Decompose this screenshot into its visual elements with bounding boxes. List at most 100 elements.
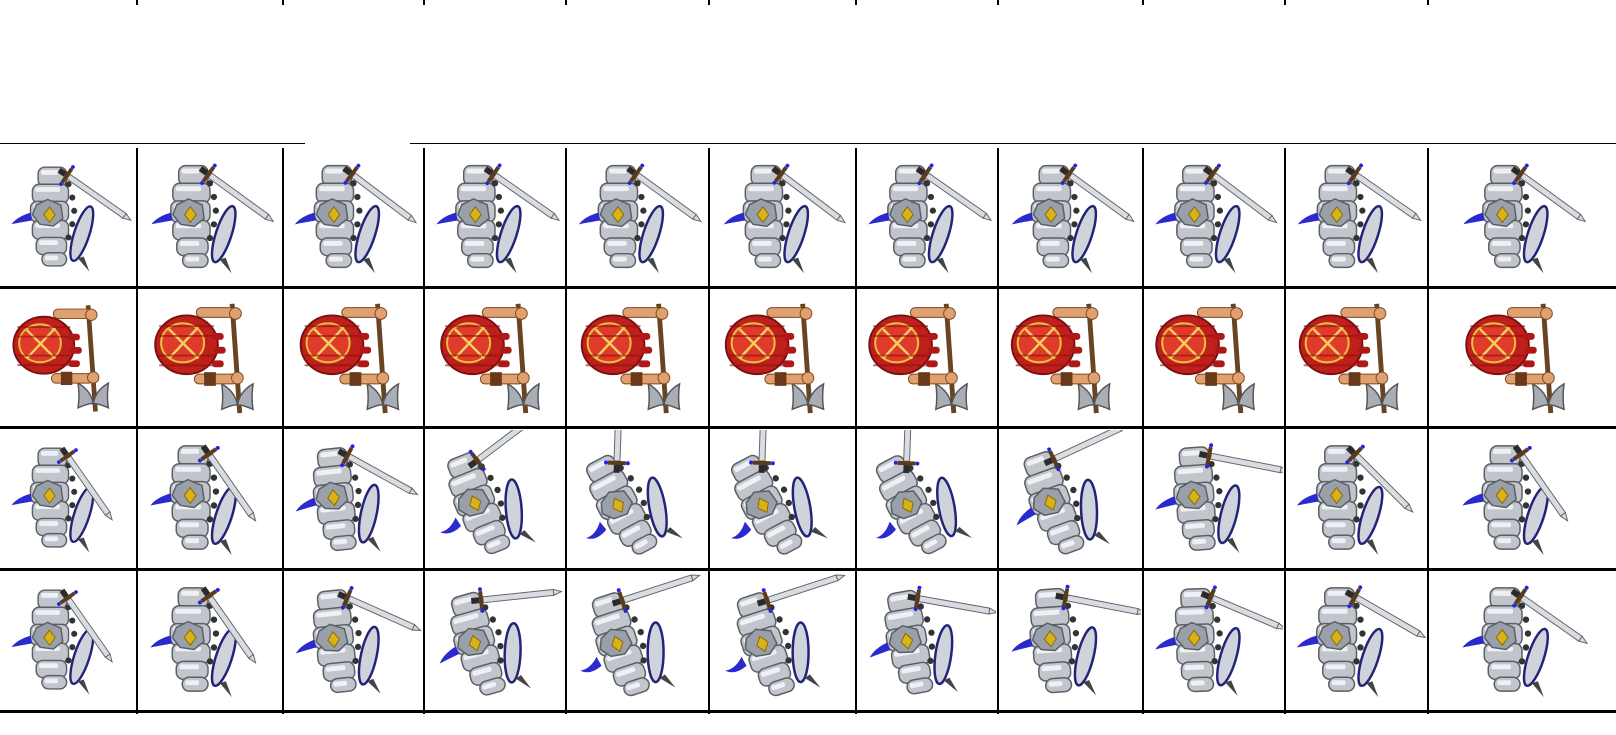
- sprite-frame-armored-knight-11: [1430, 430, 1614, 567]
- armored-knight-attack-lunge-sprite: [1296, 585, 1426, 698]
- column-divider: [1427, 148, 1429, 714]
- armored-knight-idle-sprite: [1297, 163, 1422, 274]
- sprite-frame-armored-knight-10: [1287, 572, 1426, 709]
- sprite-frame-red-barbarian-3: [285, 290, 422, 425]
- red-barbarian-walk-sprite: [724, 303, 825, 414]
- sprite-frame-armored-knight-8: [1000, 150, 1141, 285]
- column-divider: [997, 148, 999, 714]
- red-barbarian-walk-sprite: [1155, 303, 1256, 414]
- red-barbarian-walk-sprite: [1298, 303, 1399, 414]
- armored-knight-attack-swing-sprite: [440, 430, 538, 555]
- sprite-frame-armored-knight-4: [426, 430, 564, 567]
- sprite-frame-armored-knight-5: [568, 430, 707, 567]
- red-barbarian-walk-sprite: [580, 303, 681, 414]
- sprite-frame-red-barbarian-8: [1000, 290, 1141, 425]
- armored-knight-idle-sprite: [578, 163, 702, 274]
- column-divider: [423, 148, 425, 714]
- sprite-frame-armored-knight-4: [426, 150, 564, 285]
- sprite-frame-armored-knight-9: [1145, 150, 1283, 285]
- sprite-frame-armored-knight-6: [711, 150, 854, 285]
- armored-knight-attack-swing-sprite: [11, 446, 113, 553]
- armored-knight-attack-lunge-sprite: [439, 587, 563, 696]
- sprite-frame-armored-knight-1: [2, 150, 135, 285]
- column-divider: [1284, 148, 1286, 714]
- row-divider: [0, 426, 1616, 429]
- armored-knight-idle-sprite: [11, 165, 132, 272]
- top-tick: [136, 0, 138, 5]
- sprite-frame-armored-knight-3: [285, 572, 422, 709]
- sprite-frame-armored-knight-9: [1145, 572, 1283, 709]
- column-divider: [855, 148, 857, 714]
- column-divider: [708, 148, 710, 714]
- sprite-frame-armored-knight-8: [1000, 430, 1141, 567]
- sprite-frame-armored-knight-7: [858, 572, 996, 709]
- armored-knight-idle-sprite: [151, 163, 275, 274]
- red-barbarian-walk-sprite: [440, 303, 540, 414]
- row-divider: [0, 286, 1616, 289]
- sprite-frame-armored-knight-2: [139, 150, 281, 285]
- sprite-frame-armored-knight-8: [1000, 572, 1141, 709]
- top-tick: [423, 0, 425, 5]
- sprite-frame-red-barbarian-2: [139, 290, 281, 425]
- sprite-frame-armored-knight-2: [139, 572, 281, 709]
- sprite-frame-armored-knight-3: [285, 150, 422, 285]
- sprite-frame-armored-knight-11: [1430, 572, 1614, 709]
- column-divider: [136, 148, 138, 714]
- armored-knight-attack-lunge-sprite: [295, 586, 422, 694]
- sprite-frame-armored-knight-6: [711, 430, 854, 567]
- armored-knight-attack-swing-sprite: [1296, 444, 1414, 556]
- armored-knight-attack-swing-sprite: [875, 430, 973, 555]
- red-barbarian-walk-sprite: [868, 303, 969, 414]
- armored-knight-attack-swing-sprite: [295, 444, 419, 552]
- sprite-frame-armored-knight-10: [1287, 430, 1426, 567]
- armored-knight-attack-lunge-sprite: [580, 574, 701, 697]
- sprite-frame-armored-knight-10: [1287, 150, 1426, 285]
- top-tick: [565, 0, 567, 5]
- armored-knight-attack-lunge-sprite: [150, 586, 257, 698]
- armored-knight-idle-sprite: [1463, 163, 1587, 274]
- armored-knight-attack-lunge-sprite: [1462, 585, 1589, 698]
- sprite-frame-red-barbarian-9: [1145, 290, 1283, 425]
- sprite-frame-armored-knight-1: [2, 572, 135, 709]
- row-divider: [0, 568, 1616, 571]
- sprite-frame-red-barbarian-10: [1287, 290, 1426, 425]
- sprite-frame-armored-knight-9: [1145, 430, 1283, 567]
- sprite-frame-armored-knight-3: [285, 430, 422, 567]
- top-rule: [0, 143, 305, 144]
- top-tick: [282, 0, 284, 5]
- sprite-frame-red-barbarian-5: [568, 290, 707, 425]
- armored-knight-attack-swing-sprite: [150, 444, 257, 556]
- armored-knight-idle-sprite: [868, 163, 993, 274]
- sprite-frame-armored-knight-7: [858, 150, 996, 285]
- row-divider: [0, 710, 1616, 713]
- sprite-frame-armored-knight-2: [139, 430, 281, 567]
- sprite-frame-red-barbarian-6: [711, 290, 854, 425]
- sprite-frame-armored-knight-4: [426, 572, 564, 709]
- red-barbarian-walk-sprite: [154, 303, 254, 414]
- red-barbarian-walk-sprite: [12, 305, 110, 412]
- sprite-frame-red-barbarian-1: [2, 290, 135, 425]
- armored-knight-attack-swing-sprite: [1155, 443, 1283, 554]
- sprite-frame-armored-knight-5: [568, 150, 707, 285]
- sprite-frame-red-barbarian-7: [858, 290, 996, 425]
- armored-knight-attack-swing-sprite: [1462, 444, 1569, 556]
- armored-knight-idle-sprite: [436, 163, 561, 274]
- armored-knight-attack-swing-sprite: [730, 430, 828, 555]
- armored-knight-idle-sprite: [294, 163, 418, 274]
- red-barbarian-walk-sprite: [299, 303, 400, 414]
- armored-knight-attack-swing-sprite: [585, 430, 683, 555]
- armored-knight-attack-lunge-sprite: [869, 585, 996, 695]
- sprite-frame-red-barbarian-11: [1430, 290, 1614, 425]
- top-tick: [1427, 0, 1429, 5]
- top-tick: [855, 0, 857, 5]
- column-divider: [565, 148, 567, 714]
- armored-knight-idle-sprite: [723, 163, 847, 274]
- armored-knight-attack-lunge-sprite: [1011, 584, 1141, 696]
- top-tick: [997, 0, 999, 5]
- sprite-frame-armored-knight-7: [858, 430, 996, 567]
- sprite-frame-armored-knight-1: [2, 430, 135, 567]
- red-barbarian-walk-sprite: [1010, 303, 1111, 414]
- armored-knight-attack-lunge-sprite: [1155, 585, 1283, 696]
- sprite-frame-armored-knight-11: [1430, 150, 1614, 285]
